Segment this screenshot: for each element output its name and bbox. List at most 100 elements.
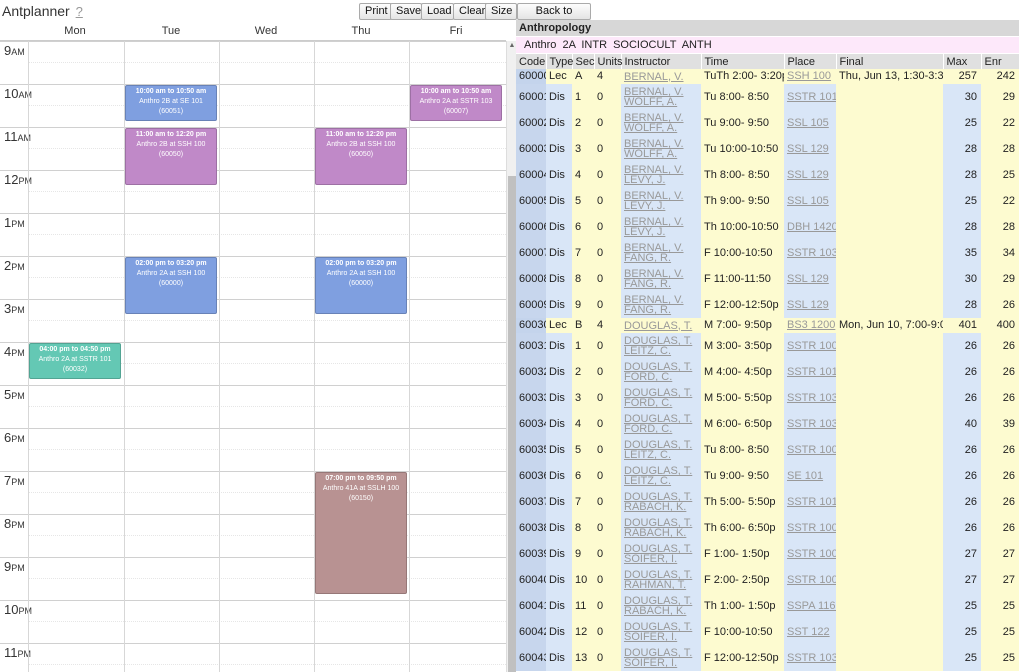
calendar-event[interactable]: 02:00 pm to 03:20 pm Anthro 2A at SSH 100… [315,257,407,315]
instructor-link[interactable]: LEITZ, C. [624,475,672,487]
calendar-event[interactable]: 10:00 am to 10:50 am Anthro 2A at SSTR 10… [410,85,502,121]
calendar-event[interactable]: 04:00 pm to 04:50 pm Anthro 2A at SSTR 10… [29,343,121,379]
instructor-link[interactable]: BERNAL, V. [624,216,684,228]
scrollbar-thumb[interactable] [508,176,516,672]
table-row[interactable]: 60041Dis110DOUGLAS, T.RABACH, K.Th 1:00-… [516,593,1019,619]
place-link[interactable]: SSH 100 [787,70,832,82]
table-row[interactable]: 60038Dis80DOUGLAS, T.RABACH, K.Th 6:00- … [516,515,1019,541]
instructor-link[interactable]: BERNAL, V. [624,294,684,306]
calendar-event[interactable]: 07:00 pm to 09:50 pm Anthro 41A at SSLH 1… [315,472,407,594]
scroll-up-arrow-icon[interactable]: ▲ [508,42,516,49]
place-link[interactable]: SE 101 [787,469,824,482]
clear-button[interactable]: Clear [453,3,488,20]
table-row[interactable]: 60001Dis10BERNAL, V.WOLFF, A.Tu 8:00- 8:… [516,84,1019,110]
calendar-scrollbar[interactable]: ▲ [506,41,516,672]
table-row[interactable]: 60002Dis20BERNAL, V.WOLFF, A.Tu 9:00- 9:… [516,110,1019,136]
instructor-link[interactable]: DOUGLAS, T. [624,465,693,477]
instructor-link[interactable]: BERNAL, V. [624,138,684,150]
instructor-link[interactable]: DOUGLAS, T. [624,595,693,607]
table-row[interactable]: 60037Dis70DOUGLAS, T.RABACH, K.Th 5:00- … [516,489,1019,515]
instructor-link[interactable]: SOIFER, I. [624,631,678,643]
table-row[interactable]: 60006Dis60BERNAL, V.LEVY, J.Th 10:00-10:… [516,214,1019,240]
instructor-link[interactable]: FORD, C. [624,423,673,435]
instructor-link[interactable]: BERNAL, V. [624,190,684,202]
load-button[interactable]: Load [421,3,454,20]
instructor-link[interactable]: RABACH, K. [624,527,687,539]
table-row[interactable]: 60035Dis50DOUGLAS, T.LEITZ, C.Tu 8:00- 8… [516,437,1019,463]
instructor-link[interactable]: LEVY, J. [624,174,666,186]
table-row[interactable]: 60031Dis10DOUGLAS, T.LEITZ, C.M 3:00- 3:… [516,333,1019,359]
place-link[interactable]: SSL 129 [787,298,829,311]
instructor-link[interactable]: DOUGLAS, T. [624,361,693,373]
table-row[interactable]: 60040Dis100DOUGLAS, T.RAHMAN, T.F 2:00- … [516,567,1019,593]
place-link[interactable]: SSL 129 [787,142,829,155]
instructor-link[interactable]: RABACH, K. [624,501,687,513]
instructor-link[interactable]: DOUGLAS, T. [624,319,693,332]
place-link[interactable]: SSTR 101 [787,495,836,508]
place-link[interactable]: BS3 1200 [787,319,836,331]
table-row[interactable]: 60042Dis120DOUGLAS, T.SOIFER, I.F 10:00-… [516,619,1019,645]
place-link[interactable]: SSL 129 [787,168,829,181]
calendar-event[interactable]: 10:00 am to 10:50 am Anthro 2B at SE 101 (… [125,85,217,121]
instructor-link[interactable]: RAHMAN, T. [624,579,687,591]
place-link[interactable]: SSL 105 [787,116,829,129]
instructor-link[interactable]: LEVY, J. [624,200,666,212]
place-link[interactable]: SST 122 [787,625,830,638]
table-row[interactable]: 60000LecA4BERNAL, V. TuTh 2:00- 3:20pSSH … [516,69,1019,84]
place-link[interactable]: SSTR 103 [787,417,836,430]
table-row[interactable]: 60039Dis90DOUGLAS, T.SOIFER, I.F 1:00- 1… [516,541,1019,567]
instructor-link[interactable]: WOLFF, A. [624,122,678,134]
calendar-event[interactable]: 02:00 pm to 03:20 pm Anthro 2A at SSH 100… [125,257,217,315]
instructor-link[interactable]: DOUGLAS, T. [624,621,693,633]
table-row[interactable]: 60036Dis60DOUGLAS, T.LEITZ, C.Tu 9:00- 9… [516,463,1019,489]
place-link[interactable]: SSTR 101 [787,365,836,378]
table-row[interactable]: 60033Dis30DOUGLAS, T.FORD, C.M 5:00- 5:5… [516,385,1019,411]
place-link[interactable]: SSTR 100 [787,547,836,560]
instructor-link[interactable]: FANG, R. [624,252,672,264]
table-row[interactable]: 60009Dis90BERNAL, V.FANG, R.F 12:00-12:5… [516,292,1019,318]
place-link[interactable]: SSTR 103 [787,246,836,259]
instructor-link[interactable]: FORD, C. [624,397,673,409]
instructor-link[interactable]: LEITZ, C. [624,345,672,357]
table-row[interactable]: 60043Dis130DOUGLAS, T.SOIFER, I.F 12:00-… [516,645,1019,671]
instructor-link[interactable]: BERNAL, V. [624,112,684,124]
table-row[interactable]: 60032Dis20DOUGLAS, T.FORD, C.M 4:00- 4:5… [516,359,1019,385]
instructor-link[interactable]: WOLFF, A. [624,148,678,160]
calendar-event[interactable]: 11:00 am to 12:20 pm Anthro 2B at SSH 100… [125,128,217,186]
instructor-link[interactable]: RABACH, K. [624,605,687,617]
size-button[interactable]: Size [485,3,517,20]
instructor-link[interactable]: DOUGLAS, T. [624,569,693,581]
place-link[interactable]: SSTR 101 [787,90,836,103]
instructor-link[interactable]: FANG, R. [624,278,672,290]
instructor-link[interactable]: BERNAL, V. [624,70,684,83]
help-link[interactable]: ? [75,4,83,19]
instructor-link[interactable]: BERNAL, V. [624,86,684,98]
instructor-link[interactable]: DOUGLAS, T. [624,439,693,451]
instructor-link[interactable]: BERNAL, V. [624,242,684,254]
table-row[interactable]: 60034Dis40DOUGLAS, T.FORD, C.M 6:00- 6:5… [516,411,1019,437]
table-row[interactable]: 60003Dis30BERNAL, V.WOLFF, A.Tu 10:00-10… [516,136,1019,162]
instructor-link[interactable]: SOIFER, I. [624,657,678,669]
instructor-link[interactable]: DOUGLAS, T. [624,335,693,347]
instructor-link[interactable]: FANG, R. [624,304,672,316]
place-link[interactable]: SSTR 103 [787,651,836,664]
instructor-link[interactable]: FORD, C. [624,371,673,383]
instructor-link[interactable]: DOUGLAS, T. [624,517,693,529]
place-link[interactable]: SSTR 100 [787,521,836,534]
instructor-link[interactable]: DOUGLAS, T. [624,491,693,503]
place-link[interactable]: SSPA 1165 [787,599,836,612]
calendar-event[interactable]: 11:00 am to 12:20 pm Anthro 2B at SSH 100… [315,128,407,186]
instructor-link[interactable]: BERNAL, V. [624,268,684,280]
instructor-link[interactable]: LEITZ, C. [624,449,672,461]
place-link[interactable]: SSTR 100 [787,573,836,586]
save-button[interactable]: Save [390,3,422,20]
instructor-link[interactable]: BERNAL, V. [624,164,684,176]
place-link[interactable]: SSL 105 [787,194,829,207]
calendar-grid[interactable]: 9AM 10AM 11AM 12PM 1PM 2PM 3PM 4PM 5PM 6PM 7PM 8PM 9… [0,41,506,672]
table-row[interactable]: 60005Dis50BERNAL, V.LEVY, J.Th 9:00- 9:5… [516,188,1019,214]
table-row[interactable]: 60007Dis70BERNAL, V.FANG, R.F 10:00-10:5… [516,240,1019,266]
instructor-link[interactable]: DOUGLAS, T. [624,543,693,555]
place-link[interactable]: SSTR 100 [787,443,836,456]
place-link[interactable]: DBH 1420 [787,220,836,233]
instructor-link[interactable]: SOIFER, I. [624,553,678,565]
